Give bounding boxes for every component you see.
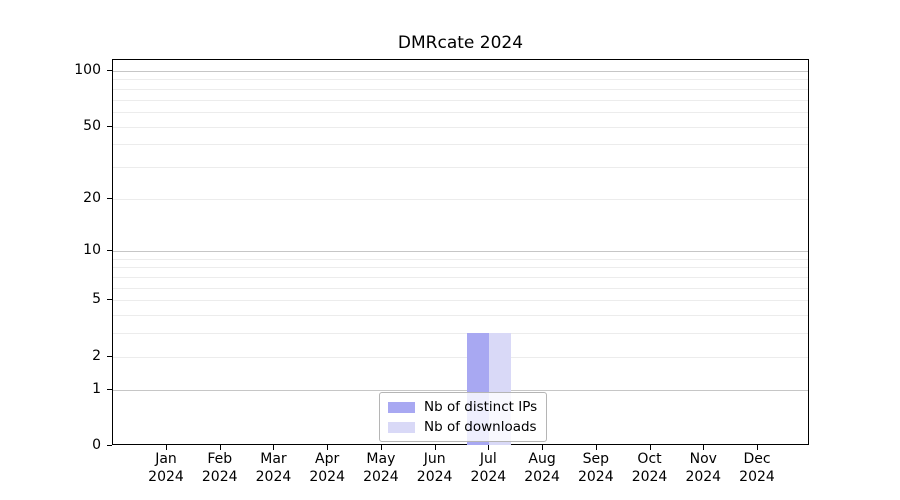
minor-gridline bbox=[113, 79, 808, 81]
minor-gridline bbox=[113, 111, 808, 113]
x-tick-year: 2024 bbox=[739, 469, 775, 485]
y-tick-mark bbox=[107, 197, 112, 199]
y-tick-label: 50 bbox=[83, 117, 101, 134]
x-tick-label: Feb 2024 bbox=[192, 450, 248, 486]
x-tick-month: Aug bbox=[528, 451, 556, 467]
x-tick-month: Feb bbox=[207, 451, 233, 467]
x-tick-mark bbox=[542, 445, 544, 450]
x-tick-year: 2024 bbox=[416, 469, 453, 485]
x-tick-label: May 2024 bbox=[353, 450, 409, 486]
y-tick-label: 1 bbox=[92, 380, 101, 397]
x-tick-month: Mar bbox=[260, 451, 287, 467]
x-tick-mark bbox=[219, 445, 221, 450]
legend-label: Nb of downloads bbox=[424, 419, 537, 435]
x-tick-mark bbox=[595, 445, 597, 450]
minor-gridline bbox=[113, 198, 808, 200]
y-tick-mark bbox=[107, 125, 112, 127]
x-tick-mark bbox=[434, 445, 436, 450]
x-tick-month: Jun bbox=[423, 451, 446, 467]
legend: Nb of distinct IPs Nb of downloads bbox=[379, 392, 548, 442]
minor-gridline bbox=[113, 267, 808, 269]
x-tick-month: May bbox=[366, 451, 396, 467]
x-tick-year: 2024 bbox=[631, 469, 668, 485]
major-gridline bbox=[113, 251, 808, 253]
x-tick-year: 2024 bbox=[309, 469, 345, 485]
y-tick-label: 20 bbox=[83, 189, 101, 206]
x-tick-mark bbox=[649, 445, 651, 450]
major-gridline bbox=[113, 71, 808, 72]
x-tick-label: Nov 2024 bbox=[675, 450, 731, 486]
legend-label: Nb of distinct IPs bbox=[424, 399, 538, 415]
major-gridline bbox=[113, 389, 808, 391]
plot-area: Nb of distinct IPs Nb of downloads bbox=[112, 59, 809, 445]
x-tick-month: Dec bbox=[743, 451, 771, 467]
minor-gridline bbox=[113, 88, 808, 90]
y-tick-mark bbox=[107, 250, 112, 252]
x-tick-label: Jun 2024 bbox=[407, 450, 463, 486]
x-tick-label: Sep 2024 bbox=[568, 450, 624, 486]
minor-gridline bbox=[113, 126, 808, 128]
minor-gridline bbox=[113, 258, 808, 260]
x-tick-year: 2024 bbox=[685, 469, 722, 485]
minor-gridline bbox=[113, 277, 808, 279]
x-tick-label: Dec 2024 bbox=[729, 450, 785, 486]
x-tick-month: Sep bbox=[582, 451, 609, 467]
minor-gridline bbox=[113, 315, 808, 317]
legend-swatch bbox=[388, 401, 415, 413]
y-tick-mark bbox=[107, 355, 112, 357]
x-tick-label: Oct 2024 bbox=[622, 450, 678, 486]
x-tick-month: Jul bbox=[479, 451, 497, 467]
x-tick-year: 2024 bbox=[255, 469, 292, 485]
x-tick-year: 2024 bbox=[470, 469, 507, 485]
minor-gridline bbox=[113, 99, 808, 101]
x-tick-label: Jan 2024 bbox=[138, 450, 194, 486]
minor-gridline bbox=[113, 287, 808, 289]
x-tick-month: Jan bbox=[155, 451, 177, 467]
x-tick-year: 2024 bbox=[524, 469, 560, 485]
legend-item: Nb of distinct IPs bbox=[388, 399, 537, 415]
y-tick-mark bbox=[107, 445, 112, 446]
x-tick-month: Apr bbox=[315, 451, 340, 467]
y-tick-mark bbox=[107, 70, 112, 71]
x-tick-mark bbox=[166, 445, 167, 450]
y-tick-label: 5 bbox=[92, 291, 101, 308]
legend-item: Nb of downloads bbox=[388, 419, 537, 435]
minor-gridline bbox=[113, 333, 808, 335]
x-tick-label: Jul 2024 bbox=[460, 450, 516, 486]
y-tick-label: 0 bbox=[92, 437, 101, 453]
x-tick-label: Apr 2024 bbox=[299, 450, 355, 486]
minor-gridline bbox=[113, 356, 808, 358]
y-tick-mark bbox=[107, 388, 112, 390]
y-tick-label: 10 bbox=[83, 242, 101, 259]
y-tick-label: 2 bbox=[92, 347, 101, 364]
x-tick-mark bbox=[756, 445, 758, 450]
x-tick-month: Nov bbox=[689, 451, 717, 467]
x-tick-year: 2024 bbox=[148, 469, 184, 485]
x-tick-mark bbox=[703, 445, 705, 450]
minor-gridline bbox=[113, 300, 808, 302]
x-tick-year: 2024 bbox=[577, 469, 614, 485]
legend-swatch bbox=[388, 421, 415, 433]
x-tick-year: 2024 bbox=[201, 469, 238, 485]
y-tick-label: 100 bbox=[74, 62, 101, 78]
minor-gridline bbox=[113, 166, 808, 168]
x-tick-mark bbox=[488, 445, 490, 450]
x-tick-label: Mar 2024 bbox=[245, 450, 301, 486]
minor-gridline bbox=[113, 144, 808, 146]
x-tick-year: 2024 bbox=[363, 469, 399, 485]
x-tick-label: Aug 2024 bbox=[514, 450, 570, 486]
y-tick-mark bbox=[107, 299, 112, 301]
x-tick-mark bbox=[327, 445, 329, 450]
x-tick-mark bbox=[380, 445, 382, 450]
chart-title: DMRcate 2024 bbox=[397, 33, 524, 53]
x-tick-month: Oct bbox=[637, 451, 662, 467]
x-tick-mark bbox=[273, 445, 275, 450]
